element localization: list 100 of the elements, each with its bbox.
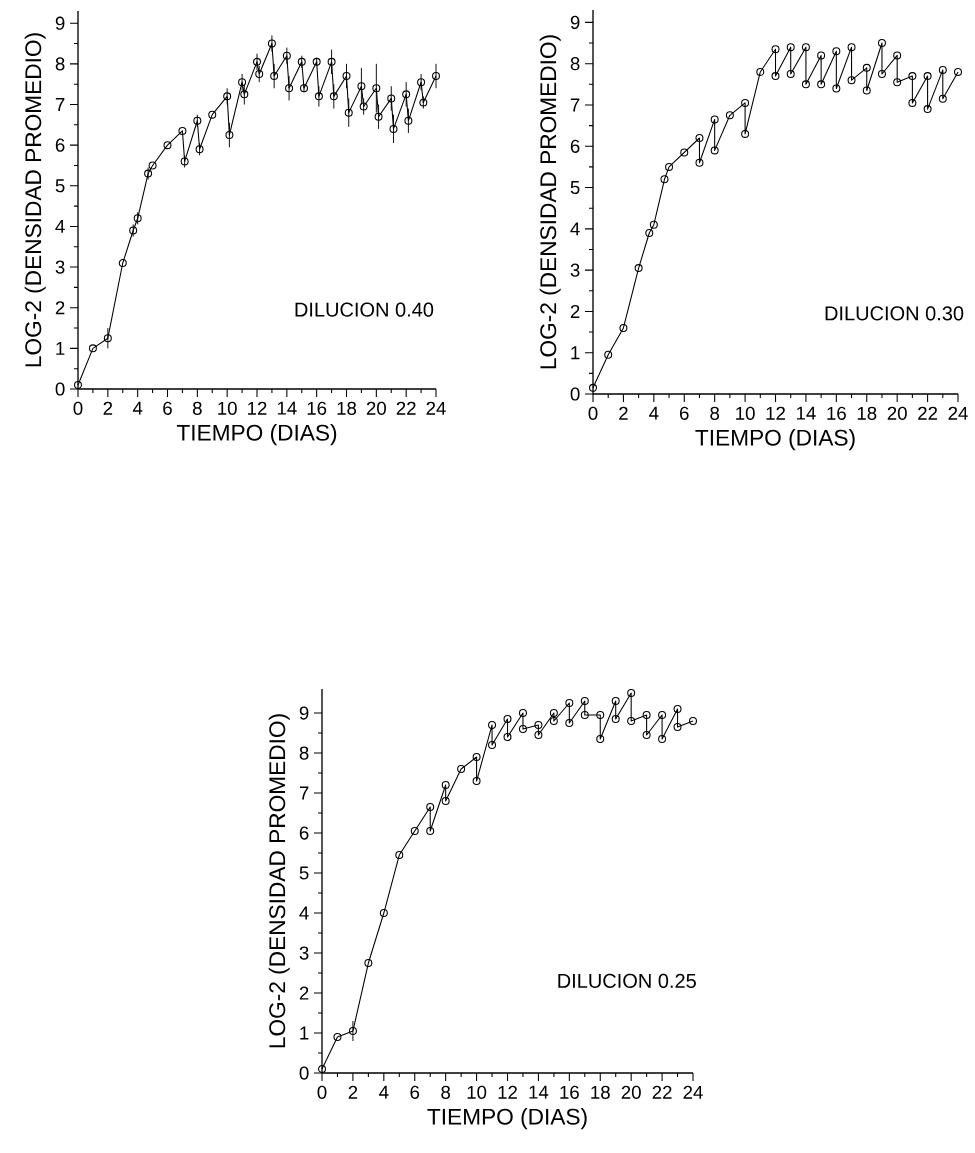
point [893, 51, 902, 60]
point [801, 43, 810, 52]
point [372, 84, 381, 93]
x-tick-label: 2 [619, 406, 628, 420]
x-tick-label: 16 [827, 406, 846, 420]
y-tick-label: 4 [299, 906, 309, 920]
point [103, 334, 112, 343]
y-tick-label: 5 [55, 179, 65, 193]
x-tick-label: 6 [163, 401, 172, 415]
y-tick-label: 6 [299, 826, 309, 840]
point [725, 111, 734, 120]
point [534, 721, 543, 730]
point [223, 92, 232, 101]
point [472, 777, 481, 786]
point [756, 67, 765, 76]
x-tick-label: 20 [887, 406, 907, 420]
point [741, 98, 750, 107]
point [689, 717, 698, 726]
x-tick-label: 2 [103, 401, 113, 415]
x-tick-label: 10 [218, 401, 237, 415]
y-tick-label: 2 [570, 304, 580, 318]
x-tick-label: 6 [410, 1085, 420, 1099]
point [589, 383, 598, 392]
point [299, 84, 308, 93]
x-tick-label: 18 [337, 401, 357, 415]
point [426, 803, 435, 812]
point [193, 116, 202, 125]
x-tick-label: 16 [560, 1085, 579, 1099]
point [457, 765, 466, 774]
y-tick-label: 5 [570, 181, 580, 195]
y-tick-label: 1 [56, 341, 65, 355]
point [710, 146, 719, 155]
point [938, 94, 947, 103]
x-tick-label: 0 [588, 406, 598, 420]
point [817, 51, 826, 60]
point [503, 715, 512, 724]
point [441, 797, 450, 806]
point [908, 72, 917, 81]
x-tick-label: 16 [307, 401, 327, 415]
x-tick-label: 4 [649, 406, 659, 420]
annotation: DILUCION 0.40 [295, 302, 434, 317]
point [549, 717, 558, 726]
point [908, 98, 917, 107]
point [195, 145, 204, 154]
point [817, 80, 826, 89]
y-axis-title: LOG-2 (DENSIDAD PROMEDIO) [268, 714, 290, 1048]
y-tick-label: 0 [570, 387, 580, 401]
point [208, 110, 217, 119]
point [333, 1033, 342, 1042]
point [503, 733, 512, 742]
point [832, 84, 841, 93]
point [402, 90, 411, 99]
y-tick-label: 7 [570, 98, 580, 112]
x-axis-title: TIEMPO (DIAS) [695, 429, 855, 451]
annotation: DILUCION 0.30 [825, 306, 964, 321]
x-tick-label: 24 [948, 406, 968, 420]
point [549, 709, 558, 718]
point [771, 45, 780, 54]
y-tick-label: 9 [299, 706, 309, 720]
point [649, 220, 658, 229]
x-tick-label: 22 [652, 1085, 672, 1099]
x-axis-title: TIEMPO (DIAS) [176, 424, 337, 446]
point [771, 72, 780, 81]
y-tick-label: 1 [300, 1026, 309, 1040]
point [270, 72, 279, 81]
point [285, 84, 294, 93]
x-tick-label: 10 [467, 1085, 487, 1099]
point [374, 112, 383, 121]
y-tick-label: 3 [55, 260, 65, 274]
x-tick-label: 12 [498, 1085, 517, 1099]
point [786, 70, 795, 79]
y-tick-label: 6 [55, 138, 65, 152]
point [180, 157, 189, 166]
point [695, 134, 704, 143]
x-tick-label: 18 [591, 1085, 610, 1099]
point [88, 344, 97, 353]
x-tick-label: 22 [396, 401, 416, 415]
point [379, 909, 388, 918]
point [923, 105, 932, 114]
y-tick-label: 6 [570, 139, 580, 153]
point [488, 721, 497, 730]
point [634, 264, 643, 273]
point [297, 57, 306, 66]
point [611, 697, 620, 706]
point [441, 781, 450, 790]
x-axis-title: TIEMPO (DIAS) [427, 1108, 587, 1130]
x-tick-label: 4 [379, 1085, 389, 1099]
point [877, 70, 886, 79]
point [680, 148, 689, 157]
point [611, 715, 620, 724]
x-tick-label: 24 [683, 1085, 703, 1099]
point [673, 705, 682, 714]
point [417, 78, 426, 87]
point [129, 226, 138, 235]
point [832, 47, 841, 56]
x-tick-label: 0 [317, 1085, 327, 1099]
x-tick-label: 8 [710, 406, 720, 420]
point [658, 735, 667, 744]
point [267, 39, 276, 48]
x-tick-label: 8 [441, 1085, 451, 1099]
